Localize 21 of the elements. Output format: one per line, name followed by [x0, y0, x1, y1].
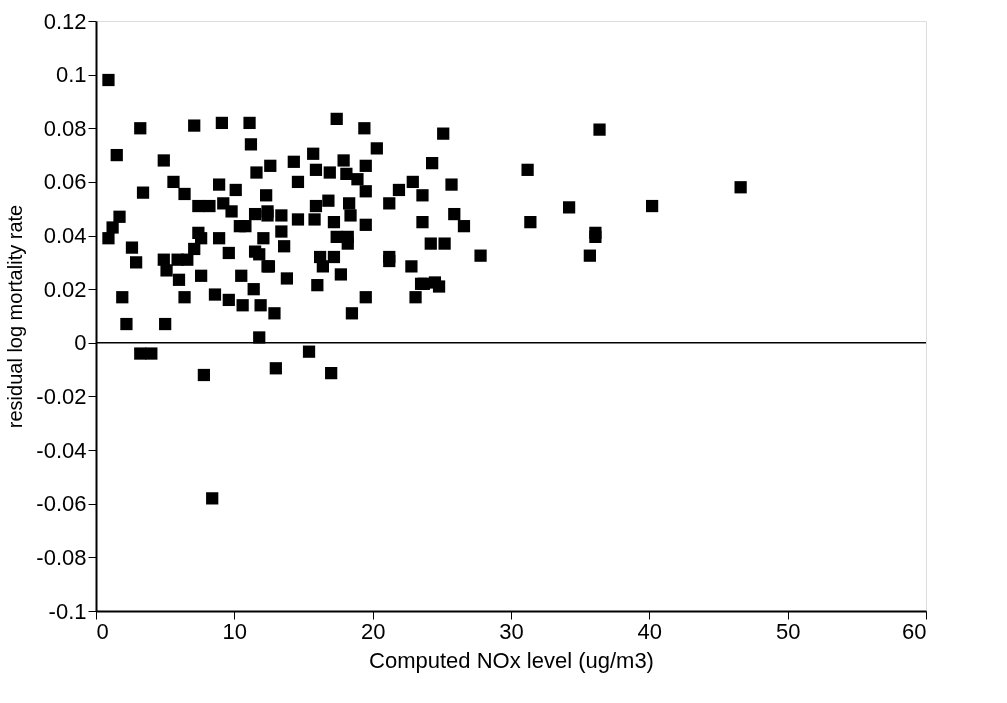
- y-tick-label: 0.06: [43, 169, 87, 195]
- y-tick-label: -0.08: [36, 544, 87, 570]
- y-tick-label: 0.1: [55, 62, 87, 88]
- x-tick-label: 40: [637, 618, 663, 644]
- x-tick-label: 30: [499, 618, 524, 644]
- y-tick-label: 0.02: [43, 276, 87, 302]
- y-tick-label: 0: [74, 330, 87, 356]
- x-tick-label: 10: [222, 618, 248, 644]
- y-tick-label: -0.1: [48, 598, 87, 624]
- x-axis-title: Computed NOx level (ug/m3): [369, 647, 654, 673]
- x-tick-label: 60: [902, 618, 927, 644]
- y-tick-label: 0.12: [43, 8, 87, 34]
- x-tick-label: 20: [360, 618, 386, 644]
- y-tick-label: -0.06: [36, 491, 87, 517]
- x-tick-label: 50: [775, 618, 801, 644]
- y-tick-label: 0.04: [43, 223, 87, 249]
- y-tick-label: -0.02: [36, 383, 87, 409]
- x-tick-label: 0: [96, 618, 109, 644]
- y-tick-label: -0.04: [36, 437, 87, 463]
- y-tick-label: 0.08: [43, 115, 87, 141]
- y-axis-title: residual log mortality rate: [4, 204, 27, 429]
